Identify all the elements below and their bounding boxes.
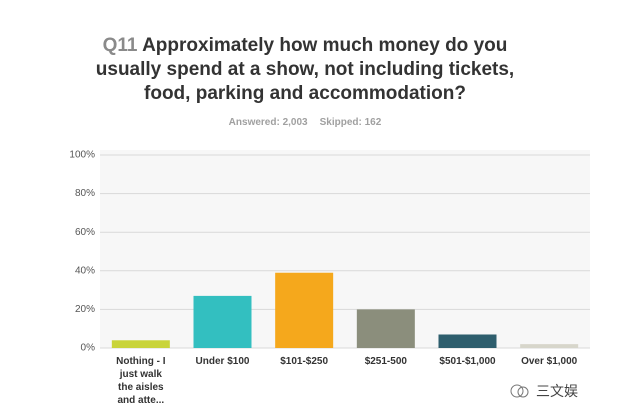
y-tick-label: 20% (75, 304, 95, 315)
x-tick-label: $501-$1,000 (439, 356, 496, 367)
chart-title: Approximately how much money do you usua… (95, 35, 515, 104)
question-number: Q11 (102, 35, 138, 56)
y-tick-label: 0% (81, 343, 96, 354)
watermark-text: 三文娱 (536, 383, 578, 399)
x-tick-label: Over $1,000 (521, 356, 578, 367)
x-tick-label: $251-500 (364, 356, 407, 367)
watermark-icon (510, 384, 529, 398)
watermark: 三文娱 (510, 381, 578, 401)
bar (275, 272, 334, 348)
y-tick-label: 60% (75, 227, 95, 238)
question-title: Q11 Approximately how much money do you … (95, 34, 515, 106)
bar (356, 309, 415, 348)
bar (111, 340, 170, 348)
bar (438, 334, 497, 348)
bar (193, 295, 252, 348)
response-summary: Answered: 2,003 Skipped: 162 (0, 117, 610, 128)
x-tick-label: Under $100 (195, 356, 250, 367)
y-tick-label: 80% (75, 188, 95, 199)
skipped: Skipped: 162 (319, 117, 382, 128)
x-tick-label: Nothing - I just walk the aisles and att… (116, 356, 166, 406)
bar (520, 344, 579, 348)
x-tick-label: $101-$250 (280, 356, 329, 367)
y-tick-label: 40% (75, 265, 95, 276)
y-tick-label: 100% (69, 150, 95, 161)
plot-area (100, 150, 590, 348)
answered: Answered: 2,003 (228, 117, 308, 128)
